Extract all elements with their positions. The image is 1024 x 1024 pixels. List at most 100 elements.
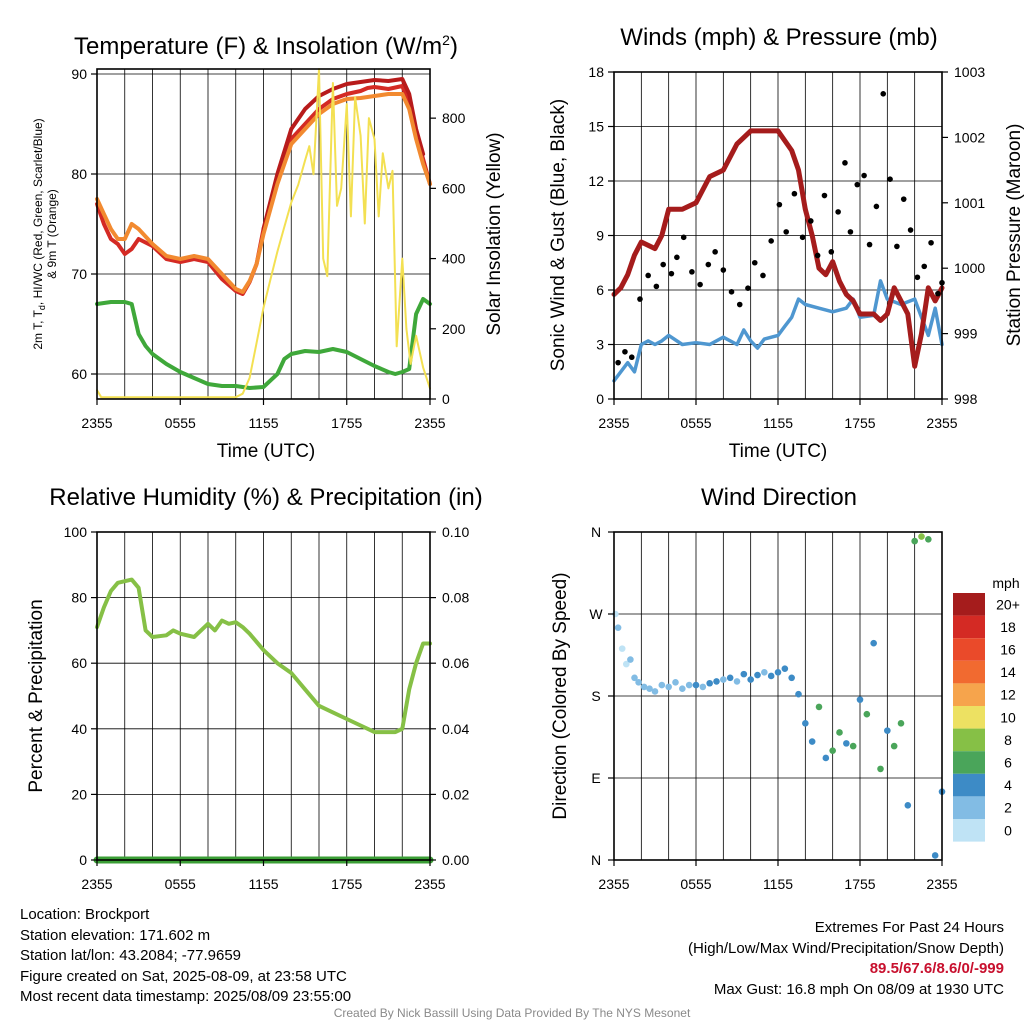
x-tick-label: 2355 [926,876,957,892]
direction-tick-label: N [591,524,601,540]
series-line-solar-insolation [96,68,431,399]
gust-point [745,285,751,291]
y-tick-label-right: 999 [954,326,978,342]
direction-point [726,674,734,682]
gust-point [668,270,675,277]
direction-point [904,802,912,809]
winds-ticks: 2355 0555 1155 1755 2355 0 3 6 9 12 15 18 998 999 1000… [588,64,985,431]
direction-tick-label: E [591,770,600,786]
direction-point [672,679,679,686]
winds-ylabel-right: Station Pressure (Maroon) [1004,124,1024,347]
temperature-ylabel-right: Solar Insolation (Yellow) [484,132,505,335]
y-tick-label-right: 1002 [954,129,985,145]
y-tick-label-left: 6 [596,282,604,298]
direction-point [836,729,843,736]
gust-point [760,272,766,279]
gust-point [821,192,828,199]
temperature-ylabel-left: 2m T, Td, HI/WC (Red, Green, Scarlet/Blu… [31,118,59,349]
y-tick-label-left: 12 [588,173,604,189]
gust-point [835,209,841,215]
x-tick-label: 2355 [81,415,112,431]
y-tick-label-right: 1003 [954,64,985,80]
gust-point [645,272,651,279]
x-tick-label: 1755 [844,415,875,431]
direction-point [665,683,672,691]
gust-point [928,239,934,246]
humidity-panel: Relative Humidity (%) & Precipitation (i… [26,484,483,892]
gust-point [894,243,900,250]
colorbar-level-label: 10 [1000,709,1016,725]
extremes-info: Extremes For Past 24 Hours (High/Low/Max… [688,918,1004,1000]
direction-point [925,535,932,543]
x-tick-label: 0555 [165,415,196,431]
gust-point [728,289,735,295]
colorbar-level-label: 20+ [996,596,1020,612]
direction-point [802,720,809,727]
gust-point [921,263,928,270]
winds-xlabel: Time (UTC) [729,441,828,462]
gust-point [705,261,712,268]
y-tick-label-right: 998 [954,391,978,407]
x-tick-label: 1155 [248,415,278,431]
gust-point [768,238,774,244]
direction-ylabel-left: Direction (Colored By Speed) [550,572,571,819]
y-tick-label-left: 0 [79,852,87,868]
x-tick-label: 1755 [844,876,875,892]
colorbar-level-label: 2 [1004,800,1012,816]
direction-point [911,537,918,545]
direction-point [877,765,884,773]
direction-point [767,672,775,680]
y-tick-label-right: 0 [442,391,450,407]
gust-point [887,176,893,182]
direction-point [679,685,686,693]
temperature-ylabel-line1: 2m T, Td, HI/WC (Red, Green, Scarlet/Blu… [31,118,47,349]
colorbar-level-label: 18 [1000,619,1016,635]
x-tick-label: 1155 [763,415,793,431]
x-tick-label: 1155 [248,876,278,892]
direction-point [781,665,789,672]
latlon-text: Station lat/lon: 43.2084; -77.9659 [20,947,242,964]
gust-point [791,190,798,197]
y-tick-label-right: 0.06 [442,655,469,671]
winds-marks [611,91,945,383]
gust-point [880,91,887,97]
series-line-station-pressure [611,128,945,369]
gust-point [697,281,703,288]
direction-point [884,727,891,734]
temperature-marks [95,68,432,399]
gust-point [907,227,914,233]
y-tick-label-right: 600 [442,180,466,196]
y-tick-label-left: 18 [588,64,604,80]
gust-point [873,203,880,210]
x-tick-label: 1155 [763,876,793,892]
x-tick-label: 1755 [331,876,362,892]
colorbar-level-label: 12 [1000,687,1016,703]
direction-point [635,679,642,686]
y-tick-label-left: 70 [71,266,87,282]
gust-point [854,181,861,188]
direction-point [754,671,761,679]
winds-ylabel-left: Sonic Wind & Gust (Blue, Black) [548,99,569,371]
direction-ticks: 2355 0555 1155 1755 2355 N E S W N [589,524,957,892]
x-tick-label: 0555 [680,876,711,892]
colorbar-swatch [953,615,985,639]
temperature-panel: Temperature (F) & Insolation (W/m2) 2355… [31,32,505,462]
colorbar-level-label: 8 [1004,732,1012,748]
winds-panel: Winds (mph) & Pressure (mb) 2355 0555 1155… [548,24,1024,462]
x-tick-label: 2355 [598,415,629,431]
direction-point [692,681,700,689]
colorbar-swatch [953,638,985,661]
extremes-title: Extremes For Past 24 Hours [814,919,1004,936]
gust-point [866,241,873,248]
direction-grid [614,532,942,860]
created-text: Figure created on Sat, 2025-08-09, at 23… [20,967,347,985]
y-tick-label-left: 40 [71,721,87,737]
humidity-ylabel-left: Percent & Precipitation [26,599,47,792]
colorbar-swatch [953,728,985,752]
colorbar-swatch [953,660,985,684]
direction-panel: Wind Direction 2355 0555 1155 1755 2355 N E S W N… [550,484,1020,892]
max-gust-text: Max Gust: 16.8 mph On 08/09 at 1930 UTC [713,980,1004,998]
x-tick-label: 2355 [81,876,112,892]
direction-point [822,754,830,762]
series-line-hi-wc [261,77,426,231]
